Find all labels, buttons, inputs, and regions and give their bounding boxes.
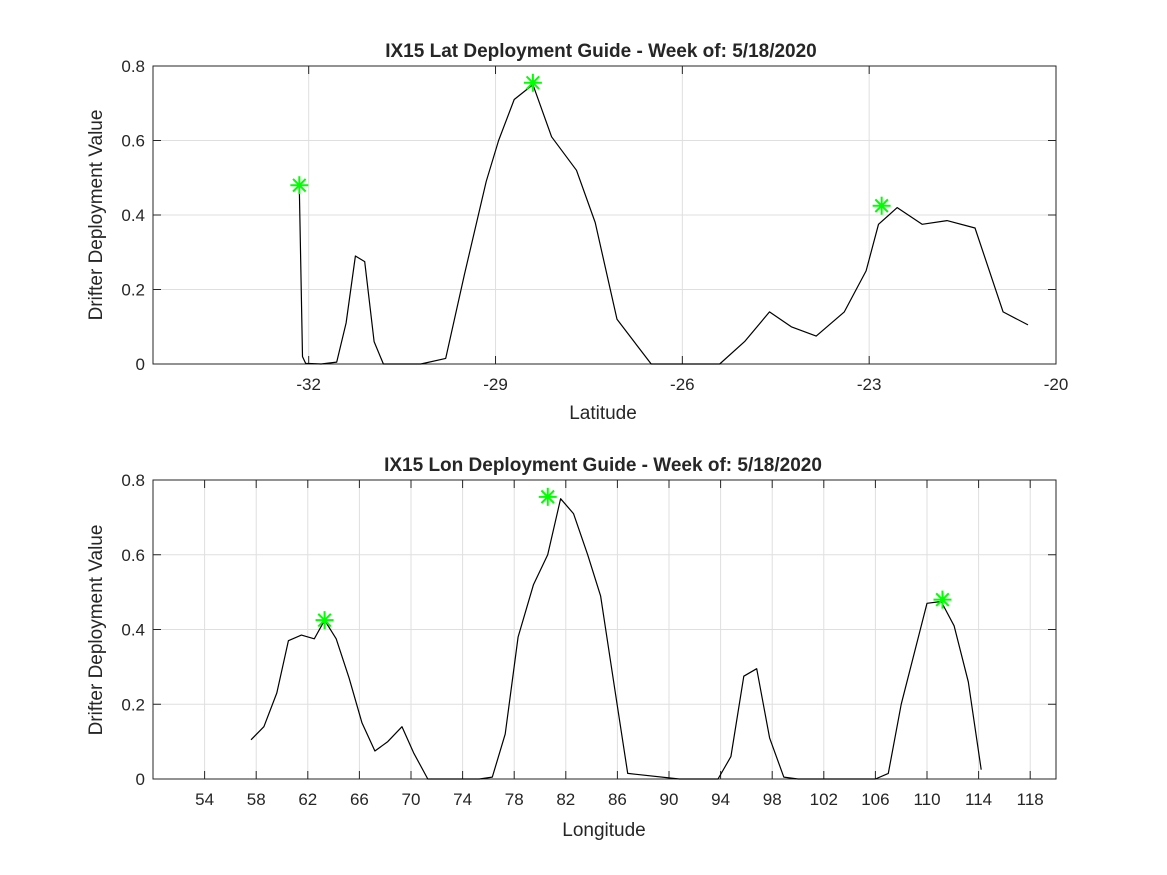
lat-chart-ylabel: Drifter Deployment Value <box>86 110 107 321</box>
lon-xtick-label-10: 94 <box>711 790 730 809</box>
lat-peak-marker-0 <box>290 176 309 195</box>
lon-xtick-label-3: 66 <box>350 790 369 809</box>
lon-peak-marker-0 <box>315 611 334 630</box>
lon-xtick-label-11: 98 <box>763 790 782 809</box>
lon-xtick-label-13: 106 <box>861 790 889 809</box>
lon-xtick-label-12: 102 <box>810 790 838 809</box>
lat-ytick-label-0: 0 <box>136 355 145 374</box>
lat-chart: IX15 Lat Deployment Guide - Week of: 5/1… <box>86 41 1068 424</box>
lat-peak-marker-2 <box>872 196 891 215</box>
lat-xtick-label-1: -29 <box>483 375 508 394</box>
lon-xtick-label-1: 58 <box>247 790 266 809</box>
lat-chart-title: IX15 Lat Deployment Guide - Week of: 5/1… <box>385 41 817 62</box>
lon-xtick-label-4: 70 <box>402 790 421 809</box>
lon-ytick-label-1: 0.2 <box>121 695 145 714</box>
lon-ytick-label-3: 0.6 <box>121 546 145 565</box>
lat-peak-marker-1 <box>523 73 542 92</box>
lon-xtick-label-2: 62 <box>298 790 317 809</box>
lon-xtick-label-5: 74 <box>453 790 472 809</box>
lon-ytick-label-0: 0 <box>136 770 145 789</box>
lon-ytick-label-4: 0.8 <box>121 471 145 490</box>
lon-xtick-label-6: 78 <box>505 790 524 809</box>
lon-xtick-label-9: 90 <box>660 790 679 809</box>
lon-chart-title: IX15 Lon Deployment Guide - Week of: 5/1… <box>384 455 822 476</box>
lat-xtick-label-2: -26 <box>670 375 695 394</box>
lon-xtick-label-0: 54 <box>195 790 214 809</box>
lat-xtick-label-4: -20 <box>1044 375 1069 394</box>
lon-xtick-label-7: 82 <box>556 790 575 809</box>
lat-series-line-0 <box>298 83 1029 365</box>
lon-ytick-label-2: 0.4 <box>121 621 145 640</box>
lon-xtick-label-16: 118 <box>1017 790 1044 809</box>
lat-xtick-label-3: -23 <box>857 375 882 394</box>
lon-series-line-0 <box>250 498 982 780</box>
lat-chart-xlabel: Latitude <box>569 403 637 424</box>
lat-ytick-label-3: 0.6 <box>121 132 145 151</box>
lon-xtick-label-15: 114 <box>965 790 992 809</box>
lat-ytick-label-2: 0.4 <box>121 206 145 225</box>
lon-chart-ylabel: Drifter Deployment Value <box>86 525 107 736</box>
lon-xtick-label-8: 86 <box>608 790 627 809</box>
lat-ytick-label-4: 0.8 <box>121 57 145 76</box>
lon-chart: IX15 Lon Deployment Guide - Week of: 5/1… <box>86 455 1057 841</box>
lon-peak-marker-1 <box>538 487 557 506</box>
lat-xtick-label-0: -32 <box>296 375 321 394</box>
lon-peak-marker-2 <box>933 590 952 609</box>
lon-chart-xlabel: Longitude <box>562 820 645 841</box>
lat-ytick-label-1: 0.2 <box>121 281 145 300</box>
lon-xtick-label-14: 110 <box>913 790 940 809</box>
